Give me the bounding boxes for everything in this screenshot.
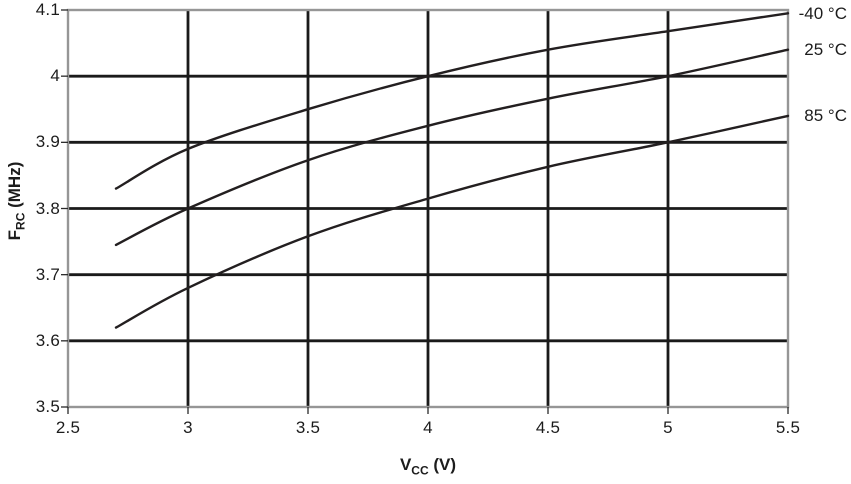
y-tick-label: 3.9 — [35, 132, 60, 152]
x-tick-label: 3 — [183, 418, 193, 437]
series-line-2 — [114, 114, 790, 329]
x-axis-title-main: V — [399, 455, 412, 474]
y-axis-title-main: F — [5, 229, 24, 241]
x-tick-label: 5.5 — [775, 418, 801, 437]
y-tick-label: 3.5 — [35, 397, 60, 416]
x-axis-title: VCC (V) — [328, 455, 528, 478]
x-tick-label: 5 — [663, 418, 673, 437]
x-axis-title-sub: CC — [411, 463, 429, 478]
y-tick-label: 3.8 — [35, 198, 60, 218]
x-tick-label: 4 — [423, 418, 433, 437]
x-tick-label: 2.5 — [55, 418, 81, 437]
x-tick-label: 4.5 — [535, 418, 561, 437]
series-label-0: -40 °C — [798, 3, 847, 23]
series-label-2: 85 °C — [804, 106, 847, 126]
x-tick-label: 3.5 — [295, 418, 321, 437]
series-line-1 — [114, 48, 790, 247]
y-tick-label: 4 — [50, 66, 60, 86]
y-tick-label: 4.1 — [35, 0, 60, 19]
series-label-1: 25 °C — [804, 40, 847, 60]
x-axis-title-unit: (V) — [428, 455, 457, 474]
y-tick-label: 3.7 — [35, 264, 60, 284]
series-line-0 — [114, 12, 790, 190]
y-tick-label: 3.6 — [35, 330, 60, 350]
